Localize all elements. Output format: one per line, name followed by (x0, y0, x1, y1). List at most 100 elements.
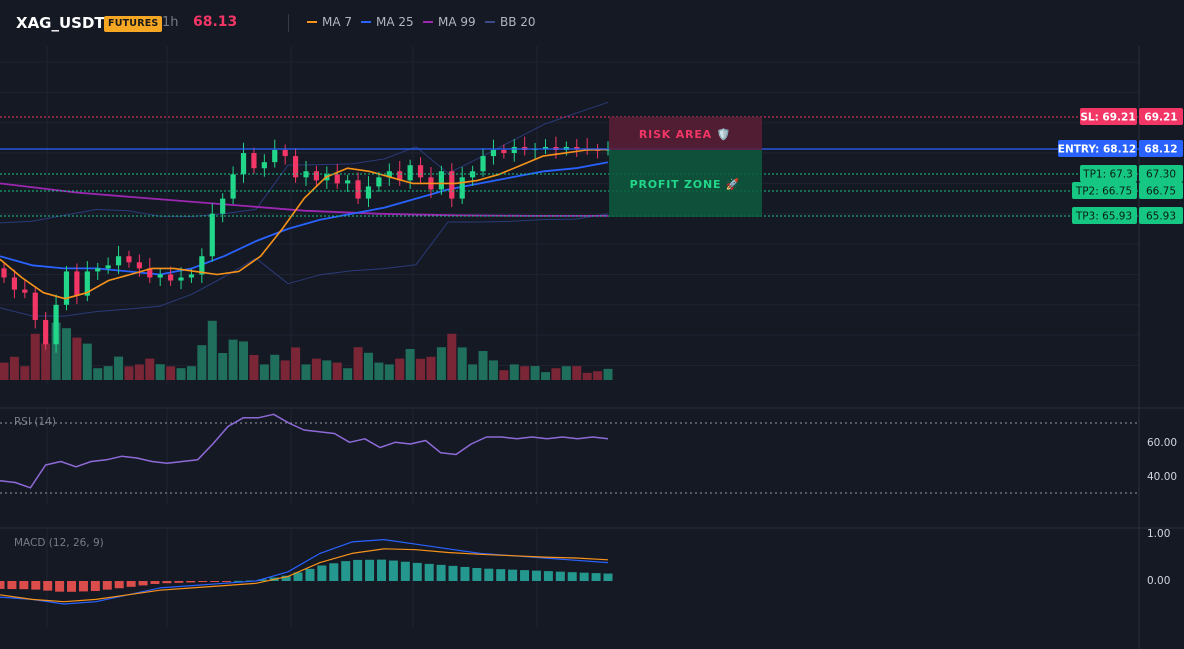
volume-bar (530, 366, 540, 380)
candle-body (282, 150, 288, 157)
macd-histogram-bar (19, 581, 29, 590)
macd-histogram-bar (186, 581, 196, 583)
macd-histogram-bar (150, 581, 160, 585)
candle-body (157, 274, 163, 278)
tp2-tag-bg (1072, 182, 1137, 199)
macd-histogram-bar (78, 581, 88, 592)
candle-body (407, 165, 413, 181)
volume-bar (61, 328, 71, 380)
volume-bar (343, 368, 353, 380)
volume-bar (291, 347, 301, 380)
volume-bar (228, 339, 238, 380)
candle-body (43, 319, 49, 345)
candle-body (136, 262, 142, 269)
volume-bar (384, 364, 394, 380)
tp1-tag-bg (1080, 165, 1137, 182)
legend-ma99-label: MA 99 (438, 15, 476, 29)
candle-body (345, 180, 351, 184)
entry-tag-bg (1058, 140, 1137, 157)
tp1-axis-value: 67.30 (1146, 169, 1176, 181)
symbol-name[interactable]: XAG_USDT (16, 14, 105, 32)
volume-bar (249, 355, 259, 380)
candle-body (292, 156, 299, 178)
chart-header: XAG_USDT FUTURES 1h 68.13 MA 7 MA 25 MA … (0, 0, 1184, 46)
volume-bar (499, 370, 509, 380)
candle-body (168, 274, 174, 281)
ma99-line (0, 182, 608, 217)
tp3-tag-bg (1072, 207, 1137, 224)
legend-bb20[interactable]: BB 20 (485, 15, 536, 29)
macd-histogram-bar (520, 570, 530, 581)
macd-histogram-bar (317, 565, 327, 581)
volume-bar (551, 368, 561, 380)
macd-histogram-bar (591, 573, 601, 581)
macd-histogram-bar (412, 562, 422, 581)
legend-ma7[interactable]: MA 7 (307, 15, 352, 29)
macd-histogram-bar (233, 580, 243, 582)
candle-body (417, 165, 424, 178)
volume-bar (114, 356, 124, 380)
macd-histogram-bar (555, 571, 565, 581)
macd-pane: MACD (12, 26, 9) 1.00 0.00 (0, 528, 1170, 605)
macd-histogram-bar (0, 581, 5, 589)
macd-histogram-bar (7, 581, 17, 590)
candle-body (74, 271, 80, 296)
ma99-path (0, 182, 608, 217)
candle-body (449, 171, 455, 199)
bb-swatch (485, 20, 495, 23)
macd-histogram-bar (603, 573, 613, 581)
tp3-axis-value: 65.93 (1146, 211, 1176, 223)
candle-body (147, 268, 153, 278)
rsi-tick-60: 60.00 (1147, 437, 1177, 449)
legend-ma99[interactable]: MA 99 (423, 15, 476, 29)
bollinger-bands (0, 101, 609, 317)
volume-bar (259, 364, 269, 380)
volume-bar (405, 349, 415, 380)
entry-tag: ENTRY: 68.12 (1058, 144, 1136, 156)
tp2-axis-value: 66.75 (1146, 186, 1176, 198)
macd-histogram-bar (531, 570, 541, 581)
volume-bar (72, 337, 82, 380)
candle-body (220, 198, 226, 214)
volume-bar (0, 362, 9, 380)
level-tags: SL: 69.21 69.21 ENTRY: 68.12 68.12 TP1: … (1058, 108, 1183, 224)
macd-histogram-bar (102, 581, 112, 590)
profit-zone-box (609, 150, 762, 217)
ma99-swatch (423, 20, 433, 23)
macd-histogram-bar (174, 581, 184, 583)
legend-ma25[interactable]: MA 25 (361, 15, 414, 29)
candle-body (251, 153, 257, 169)
volume-bar (176, 368, 186, 380)
volume-bar (311, 358, 321, 380)
candle-body (22, 289, 28, 293)
candle-body (32, 292, 38, 320)
sl-axis-value: 69.21 (1144, 112, 1177, 124)
candle-body (397, 171, 403, 181)
volume-bar (93, 368, 103, 380)
candle-body (438, 171, 444, 190)
interval-selector[interactable]: 1h (162, 15, 179, 30)
macd-histogram-bar (365, 559, 375, 581)
volume-bar (436, 347, 446, 380)
candle-body (240, 153, 247, 175)
last-price: 68.13 (193, 14, 238, 30)
volume-bar (239, 341, 249, 380)
macd-histogram-bar (114, 581, 124, 589)
candle-body (355, 180, 361, 199)
futures-badge: FUTURES (104, 16, 163, 32)
rsi-title: RSI (14) (14, 416, 56, 428)
volume-bar (9, 356, 19, 380)
macd-histogram-bar (496, 569, 506, 581)
volume-bar (426, 356, 436, 380)
volume-bar (41, 343, 51, 380)
volume-bar (374, 362, 384, 380)
macd-histogram-bar (281, 575, 291, 581)
entry-axis-value: 68.12 (1144, 144, 1177, 156)
macd-tick-0: 0.00 (1147, 575, 1170, 587)
tp2-tag: TP2: 66.75 (1075, 186, 1132, 198)
sl-tag: SL: 69.21 (1080, 112, 1135, 124)
candle-body (334, 174, 340, 184)
volume-bar (468, 364, 478, 380)
macd-histogram-bar (400, 561, 410, 581)
